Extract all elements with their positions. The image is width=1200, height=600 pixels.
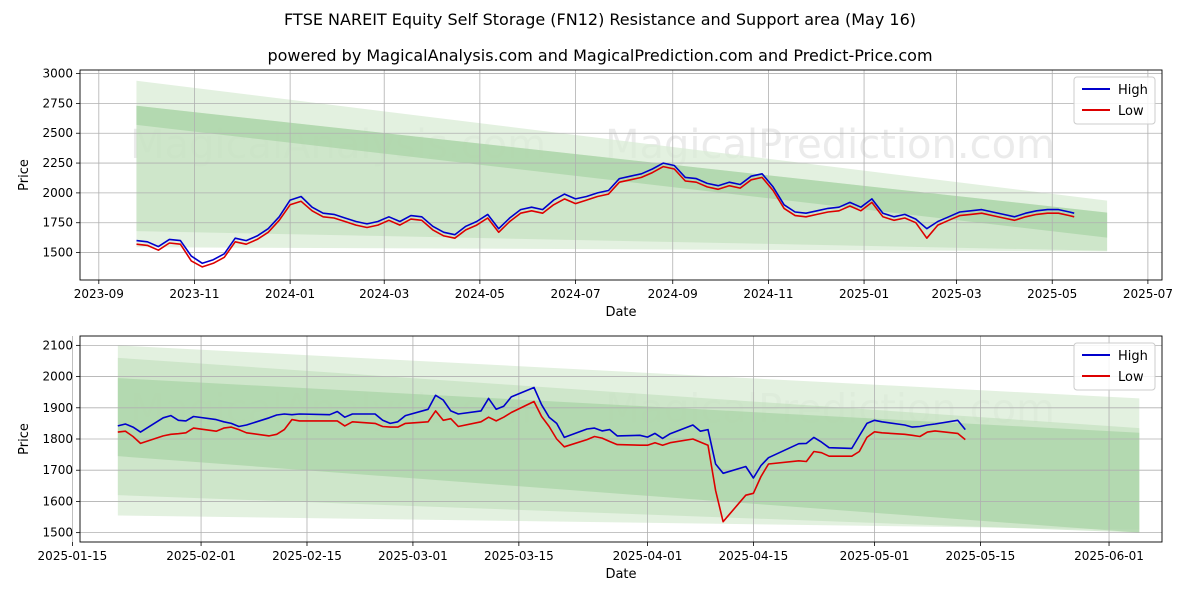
y-axis-label: Price [17, 423, 32, 455]
x-tick-label: 2025-03-15 [484, 549, 554, 563]
series-low-line [136, 165, 1075, 268]
legend-label-low: Low [1118, 370, 1144, 385]
x-axis-label: Date [605, 567, 636, 582]
x-tick-label: 2025-02-15 [272, 549, 342, 563]
chart-title: FTSE NAREIT Equity Self Storage (FN12) R… [284, 10, 916, 29]
y-tick-label: 3000 [42, 67, 73, 81]
x-axis-label: Date [605, 305, 636, 320]
plot-frame [79, 69, 1163, 281]
x-tick-label: 2024-05 [455, 287, 505, 301]
y-axis-label: Price [17, 159, 32, 191]
legend-label-low: Low [1118, 104, 1144, 119]
x-tick-label: 2025-05-15 [946, 549, 1016, 563]
y-tick-label: 2500 [42, 126, 73, 140]
x-tick-label: 2025-05-01 [840, 549, 910, 563]
x-tick-label: 2024-03 [359, 287, 409, 301]
x-tick-label: 2025-04-01 [613, 549, 683, 563]
legend-label-high: High [1118, 83, 1148, 98]
x-tick-label: 2024-07 [550, 287, 600, 301]
y-tick-label: 2100 [42, 338, 73, 352]
series-low-line [117, 400, 966, 523]
y-tick-label: 2000 [42, 186, 73, 200]
x-tick-label: 2025-02-01 [166, 549, 236, 563]
x-tick-label: 2025-04-15 [719, 549, 789, 563]
plot-1: MagicalAnalysis.comMagicalPrediction.com… [17, 67, 1173, 320]
legend: High Low [1073, 342, 1156, 391]
x-tick-label: 2024-11 [743, 287, 793, 301]
x-tick-label: 2025-06-01 [1074, 549, 1144, 563]
legend: High Low [1073, 76, 1156, 125]
y-tick-label: 1500 [42, 246, 73, 260]
x-tick-label: 2025-07 [1123, 287, 1173, 301]
y-tick-label: 1750 [42, 216, 73, 230]
x-tick-label: 2023-09 [74, 287, 124, 301]
y-tick-label: 2000 [42, 370, 73, 384]
x-tick-label: 2023-11 [169, 287, 219, 301]
plot-2: MagicalAnalysis.comMagicalPrediction.com… [17, 335, 1163, 582]
y-tick-label: 1900 [42, 401, 73, 415]
plot-frame [79, 335, 1163, 543]
y-tick-label: 1500 [42, 526, 73, 540]
y-tick-label: 2250 [42, 156, 73, 170]
series-group [117, 386, 966, 523]
y-tick-label: 2750 [42, 96, 73, 110]
legend-label-high: High [1118, 349, 1148, 364]
x-tick-label: 2025-01 [839, 287, 889, 301]
x-tick-label: 2025-01-15 [38, 549, 108, 563]
y-tick-label: 1600 [42, 494, 73, 508]
series-high-line [117, 386, 966, 479]
band-dark [117, 378, 1140, 533]
x-tick-label: 2025-05 [1027, 287, 1077, 301]
y-tick-label: 1700 [42, 463, 73, 477]
x-tick-label: 2025-03-01 [378, 549, 448, 563]
y-tick-label: 1800 [42, 432, 73, 446]
x-tick-label: 2024-01 [265, 287, 315, 301]
chart-subtitle: powered by MagicalAnalysis.com and Magic… [267, 46, 933, 65]
series-group [136, 162, 1075, 268]
series-high-line [136, 162, 1075, 265]
x-tick-label: 2024-09 [648, 287, 698, 301]
x-tick-label: 2025-03 [932, 287, 982, 301]
